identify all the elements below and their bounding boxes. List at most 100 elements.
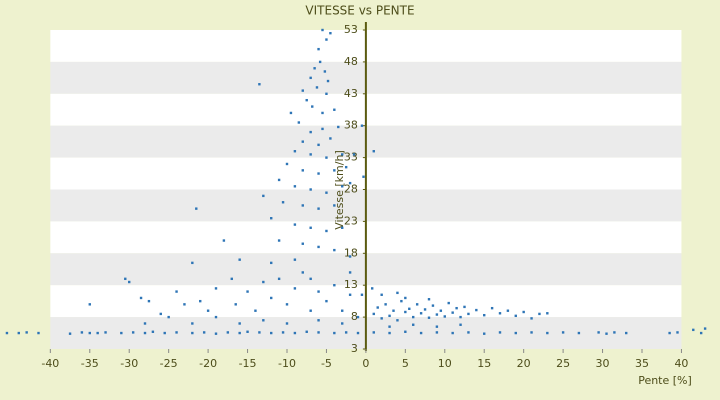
point — [404, 330, 407, 333]
point — [309, 277, 312, 281]
point — [384, 303, 387, 306]
x-tick-label: -30 — [120, 357, 138, 370]
x-tick-label: 5 — [402, 357, 409, 370]
point — [315, 86, 319, 89]
point — [317, 143, 320, 147]
point — [313, 67, 316, 70]
point — [360, 293, 364, 296]
point — [318, 60, 322, 64]
point — [341, 153, 344, 156]
point — [408, 307, 411, 311]
point — [270, 217, 273, 220]
point — [325, 229, 328, 233]
point — [344, 165, 348, 169]
x-tick-label: -40 — [41, 357, 59, 370]
point — [443, 315, 446, 318]
point — [561, 331, 565, 334]
point — [329, 31, 332, 35]
point — [293, 287, 297, 290]
point — [348, 271, 352, 274]
point — [309, 226, 312, 229]
point — [371, 287, 374, 290]
point — [309, 153, 312, 156]
point — [88, 331, 91, 335]
point — [214, 332, 218, 335]
point — [301, 140, 304, 143]
x-tick-label: 0 — [362, 357, 369, 370]
point — [317, 172, 320, 175]
point — [388, 314, 391, 318]
point — [139, 296, 143, 300]
point — [415, 303, 419, 306]
point — [323, 70, 327, 73]
point — [431, 304, 435, 307]
point — [380, 293, 383, 296]
y-tick-label: 18 — [344, 246, 358, 259]
point — [167, 315, 170, 319]
point — [668, 331, 671, 335]
point — [625, 331, 628, 335]
point — [131, 331, 135, 334]
point — [238, 258, 241, 261]
point — [37, 331, 40, 335]
point — [380, 317, 383, 320]
point — [376, 306, 379, 309]
point — [699, 331, 703, 335]
point — [490, 306, 494, 310]
point — [514, 331, 517, 335]
point — [325, 92, 328, 95]
point — [226, 331, 230, 334]
point — [427, 316, 431, 319]
point — [506, 309, 510, 312]
point — [191, 322, 194, 325]
point — [341, 226, 344, 229]
y-tick-label: 33 — [344, 151, 358, 164]
point — [341, 309, 344, 312]
point — [333, 204, 336, 207]
point — [258, 83, 261, 86]
point — [348, 181, 352, 185]
point — [325, 299, 328, 303]
point — [317, 47, 320, 51]
point — [333, 284, 336, 287]
point — [202, 331, 206, 334]
point — [311, 105, 314, 108]
point — [293, 223, 297, 226]
point — [467, 312, 470, 316]
point — [238, 331, 241, 335]
point — [435, 331, 439, 334]
point — [262, 194, 265, 198]
y-tick-label: 43 — [344, 87, 358, 100]
point — [435, 313, 439, 316]
point — [277, 239, 281, 242]
point — [309, 309, 312, 312]
y-tick-label: 28 — [344, 183, 358, 196]
point — [80, 331, 84, 334]
point — [577, 331, 581, 335]
point — [325, 191, 328, 194]
point — [372, 150, 375, 153]
x-axis-title: Pente [%] — [638, 374, 692, 387]
x-tick-label: 10 — [438, 357, 452, 370]
point — [344, 331, 348, 334]
point — [321, 28, 324, 32]
point — [597, 331, 600, 334]
point — [341, 322, 344, 325]
point — [246, 330, 249, 333]
point — [692, 328, 695, 332]
point — [325, 156, 328, 159]
point — [522, 310, 525, 314]
point — [258, 331, 261, 334]
point — [88, 303, 91, 306]
point — [124, 277, 127, 281]
point — [530, 331, 533, 334]
point — [281, 201, 285, 204]
point — [317, 319, 320, 322]
point — [676, 331, 679, 334]
x-tick-label: -25 — [160, 357, 178, 370]
point — [317, 245, 320, 249]
y-axis-title: Vitesse [km/h] — [333, 150, 346, 230]
point — [277, 277, 281, 281]
point — [238, 322, 241, 325]
point — [463, 305, 466, 309]
